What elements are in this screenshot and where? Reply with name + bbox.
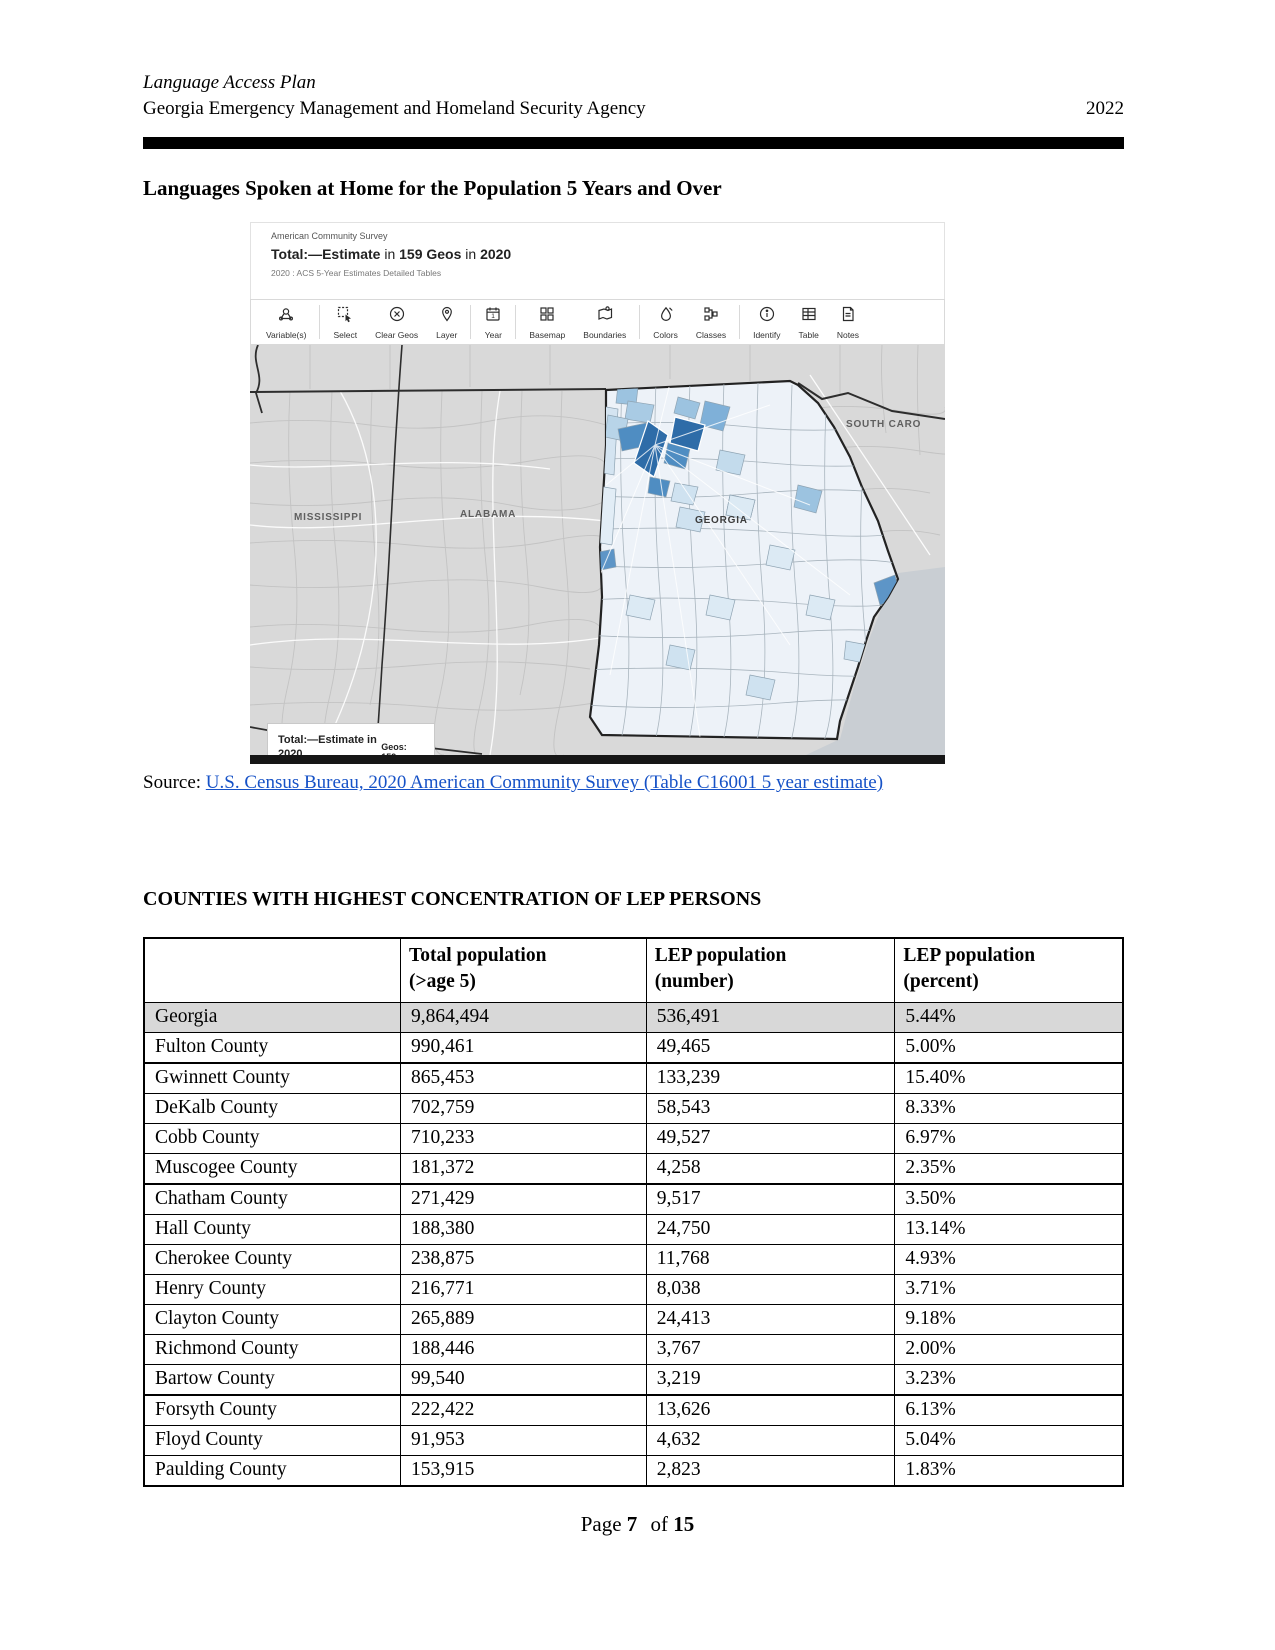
shaded-counties [590,384,898,701]
table-row: Forsyth County 222,422 13,626 6.13% [143,1394,1124,1426]
col-header-lep-number: LEP population (number) [645,937,896,1003]
georgia-roads [599,382,851,738]
table-header-row: Total population (>age 5) LEP population… [143,937,1124,1003]
table-row: DeKalb County 702,759 58,543 8.33% [143,1092,1124,1124]
agency-name: Georgia Emergency Management and Homelan… [143,97,646,119]
map-legend: Total:—Estimate in 2020 Geos: 159 710,23… [267,723,435,755]
table-icon [800,305,818,328]
table-row: Floyd County 91,953 4,632 5.04% [143,1424,1124,1456]
toolbar-identify-button[interactable]: Identify [744,305,789,340]
table-row: Clayton County 265,889 24,413 9.18% [143,1303,1124,1335]
table-row: Fulton County 990,461 49,465 5.00% [143,1031,1124,1064]
identify-icon [758,305,776,328]
source-prefix: Source: [143,772,206,793]
toolbar-layer-button[interactable]: Layer [427,305,466,340]
layer-icon [438,305,456,328]
section-title-languages: Languages Spoken at Home for the Populat… [143,176,722,200]
road-lines [250,374,931,755]
toolbar-separator [319,305,321,339]
header-divider-rule [143,137,1124,149]
table-row: Cobb County 710,233 49,527 6.97% [143,1122,1124,1154]
toolbar-year-button[interactable]: 1 Year [475,305,511,340]
col-header-lep-percent: LEP population (percent) [894,937,1124,1003]
header-year: 2022 [1086,97,1124,119]
georgia-county-borders [590,381,898,739]
page-footer: Page 7 of 15 [0,1512,1275,1537]
page-header: Language Access Plan Georgia Emergency M… [143,70,1124,121]
census-map-screenshot: American Community Survey Total:—Estimat… [250,222,945,764]
classes-icon [702,305,720,328]
table-row: Cherokee County 238,875 11,768 4.93% [143,1243,1124,1275]
toolbar-basemap-button[interactable]: Basemap [520,305,574,340]
acs-widget-title: Total:—Estimate in 159 Geos in 2020 [271,246,512,262]
variables-icon [277,305,295,328]
toolbar-clear-geos-button[interactable]: Clear Geos [366,305,427,340]
table-row: Muscogee County 181,372 4,258 2.35% [143,1152,1124,1185]
table-row: Chatham County 271,429 9,517 3.50% [143,1183,1124,1215]
toolbar-colors-button[interactable]: Colors [644,305,687,340]
document-title: Language Access Plan [143,72,316,93]
label-georgia: GEORGIA [695,515,748,526]
toolbar-separator [470,305,472,339]
toolbar-table-button[interactable]: Table [790,305,828,340]
select-icon [336,305,354,328]
footer-page-number: 7 [626,1512,638,1536]
legend-geos-count: Geos: 159 [381,741,407,755]
table-row: Bartow County 99,540 3,219 3.23% [143,1363,1124,1396]
screenshot-bottom-bar [250,755,945,764]
table-row: Paulding County 153,915 2,823 1.83% [143,1454,1124,1487]
legend-title: Total:—Estimate in 2020 [278,734,377,755]
acs-survey-label: American Community Survey [271,231,388,241]
toolbar-separator [515,305,517,339]
table-row: Hall County 188,380 24,750 13.14% [143,1213,1124,1245]
lep-table: Total population (>age 5) LEP population… [143,937,1124,1487]
colors-icon [657,305,675,328]
label-mississippi: MISSISSIPPI [294,512,362,523]
toolbar-classes-button[interactable]: Classes [687,305,735,340]
svg-text:1: 1 [492,313,496,320]
year-icon: 1 [484,305,502,328]
table-row: Gwinnett County 865,453 133,239 15.40% [143,1062,1124,1094]
toolbar-select-button[interactable]: Select [324,305,366,340]
toolbar-boundaries-button[interactable]: Boundaries [574,305,635,340]
col-header-blank [143,937,401,1003]
acs-toolbar: Variable(s) Select Clear Geos Layer 1 Ye… [250,299,945,345]
toolbar-notes-button[interactable]: Notes [828,305,868,340]
notes-icon [839,305,857,328]
toolbar-separator [639,305,641,339]
toolbar-separator [739,305,741,339]
col-header-total-population: Total population (>age 5) [399,937,647,1003]
footer-of-label: of [650,1512,669,1536]
clear-geos-icon [388,305,406,328]
table-row: Henry County 216,771 8,038 3.71% [143,1273,1124,1305]
label-south-carolina: SOUTH CARO [846,419,921,430]
source-link[interactable]: U.S. Census Bureau, 2020 American Commun… [205,772,884,793]
toolbar-variables-button[interactable]: Variable(s) [257,305,315,340]
table-row: Richmond County 188,446 3,767 2.00% [143,1333,1124,1365]
map-svg: MISSISSIPPI ALABAMA GEORGIA SOUTH CARO [250,345,945,755]
acs-widget-header: American Community Survey Total:—Estimat… [250,222,945,299]
acs-widget-subtitle: 2020 : ACS 5-Year Estimates Detailed Tab… [271,268,442,278]
label-alabama: ALABAMA [460,509,516,520]
section-title-lep-counties: COUNTIES WITH HIGHEST CONCENTRATION OF L… [143,888,762,910]
source-line: Source: U.S. Census Bureau, 2020 America… [143,772,883,794]
choropleth-map-canvas: MISSISSIPPI ALABAMA GEORGIA SOUTH CARO T… [250,345,945,755]
table-row-georgia: Georgia 9,864,494 536,491 5.44% [143,1001,1124,1033]
basemap-icon [538,305,556,328]
footer-page-label: Page [580,1512,622,1536]
ocean-area [806,567,945,755]
boundaries-icon [596,305,614,328]
footer-page-total: 15 [673,1512,695,1536]
